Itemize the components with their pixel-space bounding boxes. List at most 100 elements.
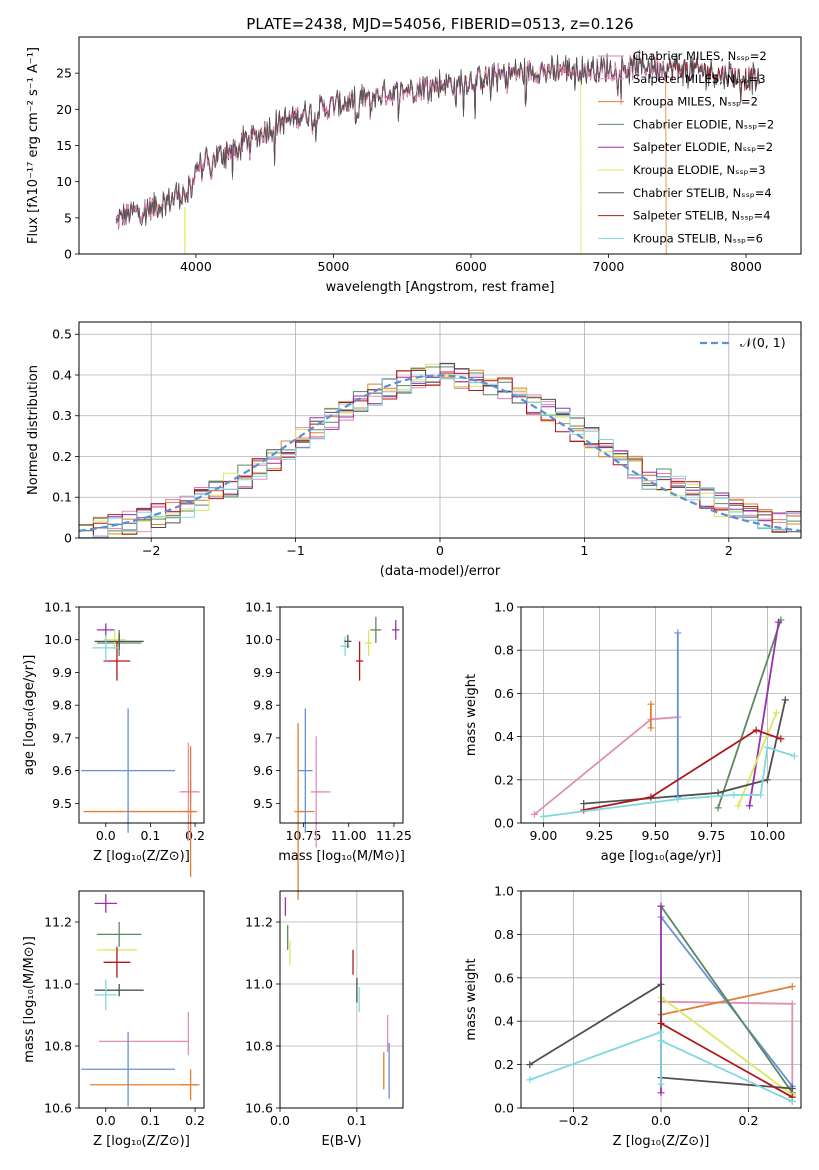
mw-age-lines [530, 616, 798, 821]
mw-age-marker [775, 618, 783, 626]
mass_weight_vs_age-xtick-label: 9.75 [697, 828, 725, 843]
residual_histogram-ytick-label: 0.4 [52, 367, 72, 382]
mw-age-marker [763, 743, 771, 751]
age-vs-z-points [81, 623, 200, 877]
spectrum-ytick-label: 5 [64, 210, 72, 225]
mw-z-marker [657, 1037, 665, 1045]
mass_weight_vs_Z-ytick-label: 0.6 [494, 970, 514, 985]
residual_histogram-xtick-label: 2 [725, 543, 733, 558]
spectrum-ylabel: Flux [fλ10⁻¹⁷ erg cm⁻² s⁻¹ A⁻¹] [26, 47, 41, 244]
hist-step-krou_stelib [79, 375, 801, 538]
mw-age-line [543, 746, 795, 818]
mass_weight_vs_age-ytick-label: 0.6 [494, 686, 514, 701]
mass_vs_Z-xtick-label: 0.2 [185, 1113, 205, 1128]
age_vs_Z-ylabel: age [log₁₀(age/yr)] [22, 655, 37, 776]
age_vs_mass-frame [279, 606, 404, 824]
mass_vs_ebv-frame [279, 890, 404, 1109]
mw-z-line [660, 996, 793, 1096]
mw-age-marker [674, 629, 682, 637]
mw-age-marker [730, 791, 738, 799]
mass_weight_vs_Z-axes: −0.2 0.0 0.2 0.0 0.2 0.4 0.6 0.8 1.0 Z [log₁₀(Z/Z… [464, 884, 801, 1149]
mass_vs_ebv-axes: 0.0 0.1 10.6 10.8 11.0 11.2 E(B-V) [245, 891, 403, 1149]
mw-age-marker [539, 813, 547, 821]
mass_weight_vs_Z-xtick-label: 0.2 [739, 1113, 759, 1128]
mw-age-marker [530, 810, 538, 818]
mw-z-marker [788, 1000, 796, 1008]
spectrum-frame [78, 36, 802, 255]
mw-age-marker [714, 789, 722, 797]
spectrum-xtick-label: 4000 [180, 259, 212, 274]
mass_weight_vs_age-ytick-label: 0.2 [494, 772, 514, 787]
spectrum-axes: 4000 5000 6000 7000 8000 0 5 10 15 20 25 wavelength… [26, 47, 762, 295]
age_vs_Z-ytick-label: 10.1 [44, 600, 72, 615]
legend-label: Salpeter MILES, Nₛₛₚ=3 [633, 72, 766, 86]
spectrum-ytick-label: 20 [56, 102, 72, 117]
spectrum-ytick-label: 25 [56, 66, 72, 81]
spectrum-xtick-label: 6000 [455, 259, 487, 274]
legend-label: Salpeter STELIB, Nₛₛₚ=4 [633, 209, 771, 223]
mw-age-line [717, 619, 782, 809]
mass_weight_vs_Z-frame [520, 890, 802, 1109]
residual_histogram-xtick-label: 0 [436, 543, 444, 558]
mw-z-lines [526, 902, 796, 1105]
age_vs_Z-ytick-label: 9.6 [52, 763, 72, 778]
residual_histogram-xtick-label: −2 [142, 543, 160, 558]
residual_histogram-ytick-label: 0.3 [52, 408, 72, 423]
spectrum-xtick-label: 7000 [593, 259, 625, 274]
mass_weight_vs_age-ylabel: mass weight [464, 674, 479, 756]
age_vs_Z-xlabel: Z [log₁₀(Z/Z⊙)] [93, 849, 190, 864]
mw-age-marker [714, 804, 722, 812]
mass_weight_vs_age-xtick-label: 9.50 [641, 828, 669, 843]
spectrum-lines [115, 50, 761, 254]
age-vs-mass-points [294, 616, 400, 900]
spectrum-line-chab_stelib [115, 50, 761, 227]
mass_vs_ebv-ytick-label: 10.8 [245, 1039, 273, 1054]
legend-label: Chabrier STELIB, Nₛₛₚ=4 [633, 186, 772, 200]
mw-age-marker [790, 752, 798, 760]
mass_weight_vs_Z-ytick-label: 0.8 [494, 927, 514, 942]
mw-age-marker [752, 726, 760, 734]
age_vs_mass-ytick-label: 10.1 [245, 600, 273, 615]
mass_weight_vs_age-ytick-label: 0.4 [494, 729, 514, 744]
normal-curve [79, 374, 801, 532]
age_vs_mass-xtick-label: 11.25 [376, 828, 412, 843]
mw-age-marker [580, 806, 588, 814]
mass_vs_ebv-ytick-label: 11.2 [245, 915, 273, 930]
mass_weight_vs_age-axes: 9.00 9.25 9.50 9.75 10.00 0.0 0.2 0.4 0.6 0.8 1.0 a… [464, 600, 801, 864]
mass_weight_vs_age-frame [520, 606, 802, 824]
mw-z-marker [657, 980, 665, 988]
mass_vs_ebv-xlabel: E(B-V) [321, 1134, 361, 1149]
mass_vs_Z-ytick-label: 11.2 [44, 915, 72, 930]
spectrum-legend: Chabrier MILES, Nₛₛₚ=2 Salpeter MILES, Nₛ… [598, 49, 774, 245]
age_vs_Z-ytick-label: 9.7 [52, 730, 72, 745]
mw-age-marker [745, 802, 753, 810]
mw-z-marker [788, 1097, 796, 1105]
age_vs_mass-ytick-label: 9.6 [253, 763, 273, 778]
mass-vs-ebv-points [284, 897, 390, 1099]
mw-age-marker [734, 802, 742, 810]
age_vs_mass-axes: 10.75 11.00 11.25 9.5 9.6 9.7 9.8 9.9 10.0 10.1 ma… [245, 600, 412, 865]
age_vs_mass-xlabel: mass [log₁₀(M/M⊙)] [278, 849, 405, 864]
mass_weight_vs_Z-ytick-label: 0.4 [494, 1014, 514, 1029]
mw-age-line [583, 729, 782, 811]
mass_weight_vs_Z-xlabel: Z [log₁₀(Z/Z⊙)] [613, 1134, 710, 1149]
mw-z-marker [526, 1076, 534, 1084]
legend-label: Kroupa MILES, Nₛₛₚ=2 [633, 95, 758, 109]
mw-z-marker [657, 1080, 665, 1088]
spectrum-line-chab_miles [115, 54, 667, 230]
age_vs_Z-ytick-label: 9.8 [52, 698, 72, 713]
mw-age-marker [647, 793, 655, 801]
age_vs_Z-frame [78, 606, 205, 824]
mw-age-line [748, 621, 780, 806]
mw-age-marker [777, 735, 785, 743]
age_vs_mass-ytick-label: 9.8 [253, 698, 273, 713]
spectrum-xtick-label: 5000 [318, 259, 350, 274]
residual_histogram-xtick-label: 1 [580, 543, 588, 558]
spectrum-ytick-label: 0 [64, 247, 72, 262]
mw-z-marker [657, 1019, 665, 1027]
mass_weight_vs_age-ytick-label: 1.0 [494, 600, 514, 615]
mw-age-marker [763, 776, 771, 784]
mass_vs_Z-ytick-label: 10.6 [44, 1101, 72, 1116]
spectrum-line-salp_miles [115, 54, 667, 227]
mass_weight_vs_age-ytick-label: 0.0 [494, 816, 514, 831]
